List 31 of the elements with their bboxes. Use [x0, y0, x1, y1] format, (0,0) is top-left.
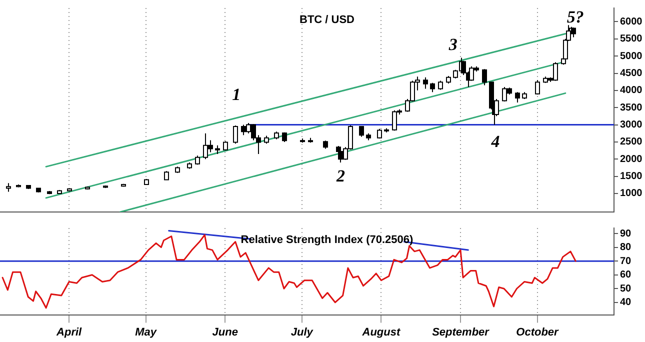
- x-tick-label: May: [135, 326, 158, 338]
- y-tick-label: 1000: [620, 188, 643, 200]
- y-tick-label: 6000: [620, 16, 643, 28]
- y-tick-label: 4500: [620, 68, 643, 80]
- annotation: 1: [232, 85, 241, 104]
- y-tick-label: 70: [620, 256, 632, 267]
- y-tick-label: 2000: [620, 154, 643, 165]
- y-tick-label: 90: [620, 228, 632, 240]
- y-tick-label: 5500: [620, 34, 643, 45]
- text: BTC / USD: [300, 14, 355, 26]
- y-tick-label: 50: [620, 283, 632, 294]
- x-tick-label: October: [516, 326, 560, 338]
- x-tick-label: September: [432, 326, 490, 338]
- x-tick-label: July: [290, 326, 314, 338]
- annotation: 3: [448, 35, 458, 54]
- annotation: 4: [490, 132, 500, 152]
- y-tick-label: 1500: [620, 171, 643, 182]
- annotation: 5?: [566, 8, 584, 27]
- text: Relative Strength Index (70.2506): [240, 234, 414, 246]
- y-tick-label: 5000: [620, 50, 643, 62]
- y-tick-label: 40: [620, 297, 632, 308]
- y-tick-label: 3500: [620, 102, 643, 114]
- y-tick-label: 80: [620, 242, 632, 254]
- x-tick-label: August: [361, 326, 402, 338]
- y-tick-label: 4000: [620, 85, 643, 96]
- y-tick-label: 2500: [620, 136, 643, 148]
- y-tick-label: 3000: [620, 120, 643, 131]
- x-tick-label: April: [56, 326, 83, 338]
- y-tick-label: 60: [620, 270, 632, 281]
- x-tick-label: June: [212, 326, 238, 338]
- annotation: 2: [336, 166, 346, 186]
